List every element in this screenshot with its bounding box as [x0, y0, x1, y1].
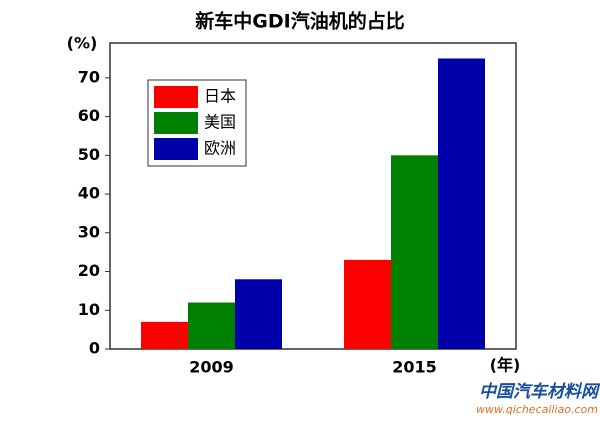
y-axis-label: (%) [67, 34, 98, 53]
legend-swatch [154, 138, 198, 160]
watermark-url: www.qichecailiao.com [476, 403, 598, 416]
bar [188, 302, 235, 349]
y-tick-label: 70 [78, 67, 100, 86]
legend-label: 日本 [204, 87, 236, 106]
x-tick-label: 2009 [189, 358, 234, 377]
bar [391, 155, 438, 349]
bar [344, 259, 391, 349]
y-tick-label: 30 [78, 222, 100, 241]
y-tick-label: 50 [78, 145, 100, 164]
legend-swatch [154, 86, 198, 108]
y-tick-label: 10 [78, 300, 100, 319]
x-tick-label: 2015 [392, 358, 437, 377]
y-tick-label: 60 [78, 106, 100, 125]
x-axis-label: (年) [490, 356, 521, 375]
legend-label: 欧洲 [204, 139, 236, 158]
legend-swatch [154, 112, 198, 134]
legend-label: 美国 [204, 113, 236, 132]
chart-title: 新车中GDI汽油机的占比 [195, 10, 404, 33]
y-tick-label: 40 [78, 184, 100, 203]
y-tick-label: 0 [89, 339, 100, 358]
y-tick-label: 20 [78, 261, 100, 280]
watermark-name: 中国汽车材料网 [479, 382, 600, 402]
plot-frame [109, 42, 517, 350]
bar [235, 279, 282, 349]
bar [438, 58, 485, 349]
bar [141, 321, 188, 349]
